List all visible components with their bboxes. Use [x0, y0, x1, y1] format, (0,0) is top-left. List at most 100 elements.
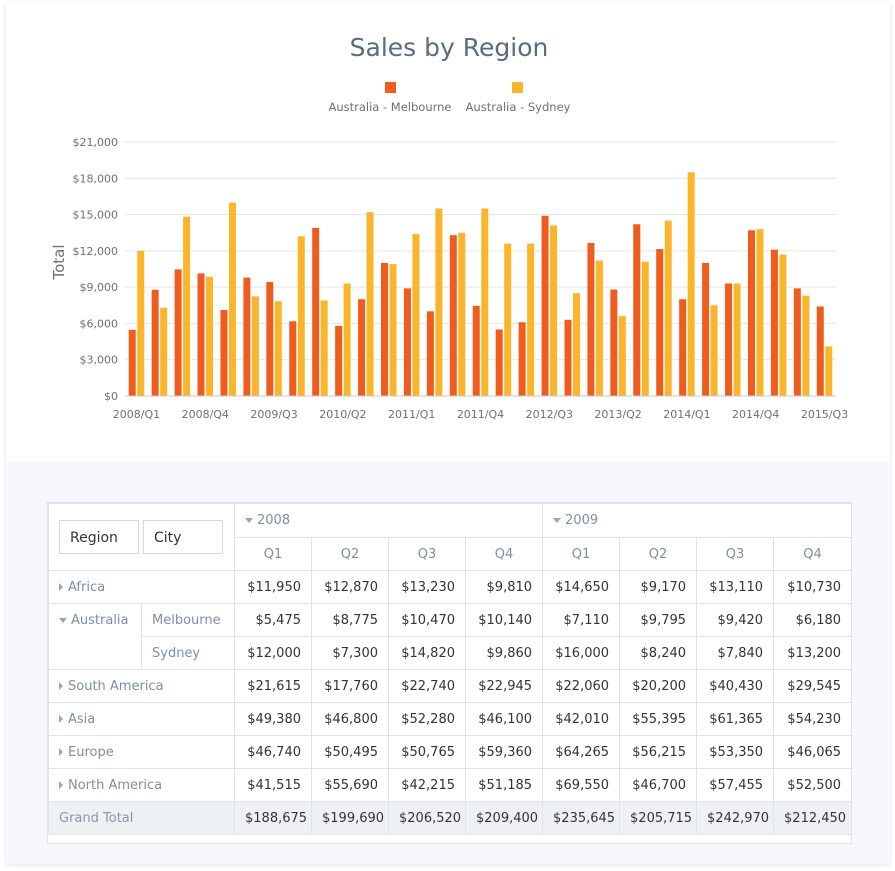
bar-melbourne[interactable] [243, 277, 251, 396]
bar-sydney[interactable] [779, 254, 787, 396]
row-header-africa[interactable]: Africa [48, 570, 235, 604]
data-cell: $49,380 [234, 702, 312, 736]
row-header-asia[interactable]: Asia [48, 702, 235, 736]
bar-melbourne[interactable] [358, 299, 366, 396]
bar-sydney[interactable] [137, 250, 145, 396]
bar-melbourne[interactable] [633, 224, 641, 396]
bar-sydney[interactable] [664, 220, 672, 396]
y-tick-label: $18,000 [73, 172, 119, 185]
bar-sydney[interactable] [297, 236, 305, 396]
bar-sydney[interactable] [481, 208, 489, 396]
bar-sydney[interactable] [527, 243, 535, 396]
data-cell: $9,810 [464, 570, 544, 604]
bar-melbourne[interactable] [266, 282, 274, 396]
quarter-header[interactable]: Q2 [311, 537, 389, 571]
row-header-south-america[interactable]: South America [48, 669, 235, 703]
bar-sydney[interactable] [572, 293, 580, 396]
bar-melbourne[interactable] [426, 311, 434, 396]
data-cell: $6,180 [773, 603, 853, 637]
bar-sydney[interactable] [687, 172, 695, 396]
bar-melbourne[interactable] [335, 325, 343, 396]
quarter-header[interactable]: Q3 [388, 537, 466, 571]
row-header-north-america[interactable]: North America [48, 768, 235, 802]
bar-sydney[interactable] [412, 233, 420, 396]
bar-melbourne[interactable] [564, 319, 572, 396]
legend-label-sydney[interactable]: Australia - Sydney [466, 100, 571, 114]
bar-sydney[interactable] [251, 296, 259, 396]
data-cell: $59,360 [464, 735, 544, 769]
bar-sydney[interactable] [550, 225, 558, 396]
data-cell: $10,140 [464, 603, 544, 637]
bar-sydney[interactable] [183, 216, 191, 396]
quarter-header[interactable]: Q3 [696, 537, 775, 571]
bar-sydney[interactable] [160, 307, 168, 396]
bar-melbourne[interactable] [518, 322, 526, 396]
bar-sydney[interactable] [802, 295, 810, 396]
column-header-2009[interactable]: 2009 [542, 503, 853, 538]
row-label: Africa [68, 579, 106, 595]
bar-melbourne[interactable] [610, 289, 618, 396]
bar-sydney[interactable] [710, 305, 718, 396]
pivot-table: Region City 2008 2009 Q1 Q2 Q3 Q4 Q1 Q2 Q… [48, 503, 853, 835]
bar-sydney[interactable] [504, 243, 512, 396]
quarter-header[interactable]: Q4 [464, 537, 544, 571]
bar-melbourne[interactable] [679, 299, 687, 396]
bar-sydney[interactable] [389, 264, 397, 396]
bar-melbourne[interactable] [449, 235, 457, 396]
bar-sydney[interactable] [343, 283, 351, 396]
field-button-region[interactable]: Region [59, 520, 139, 554]
field-button-city[interactable]: City [143, 520, 223, 554]
column-header-2008[interactable]: 2008 [233, 503, 544, 538]
bar-melbourne[interactable] [128, 329, 136, 396]
bar-sydney[interactable] [435, 208, 443, 396]
year-label: 2008 [257, 513, 291, 528]
bar-sydney[interactable] [733, 283, 741, 396]
legend-marker-sydney[interactable] [512, 82, 523, 93]
bar-sydney[interactable] [756, 229, 764, 396]
legend-label-melbourne[interactable]: Australia - Melbourne [328, 100, 451, 114]
bar-melbourne[interactable] [747, 230, 755, 396]
chart-title: Sales by Region [350, 33, 549, 62]
bar-melbourne[interactable] [381, 262, 389, 396]
bar-melbourne[interactable] [793, 288, 801, 396]
quarter-header[interactable]: Q2 [619, 537, 698, 571]
bar-melbourne[interactable] [197, 273, 205, 396]
bar-melbourne[interactable] [151, 289, 159, 396]
bar-sydney[interactable] [595, 260, 603, 396]
bar-melbourne[interactable] [495, 329, 503, 396]
bar-melbourne[interactable] [220, 310, 228, 396]
data-cell: $53,350 [696, 735, 775, 769]
bar-melbourne[interactable] [541, 215, 549, 396]
bar-sydney[interactable] [320, 300, 328, 396]
table-row: Africa $11,950 $12,870 $13,230 $9,810 $1… [48, 570, 853, 604]
bar-melbourne[interactable] [472, 305, 480, 396]
bar-sydney[interactable] [641, 261, 649, 396]
bar-sydney[interactable] [458, 232, 466, 396]
quarter-header[interactable]: Q1 [234, 537, 312, 571]
expand-icon [59, 583, 63, 591]
legend-marker-melbourne[interactable] [385, 82, 396, 93]
bar-sydney[interactable] [366, 212, 374, 396]
bar-melbourne[interactable] [312, 227, 320, 396]
bar-melbourne[interactable] [656, 249, 664, 396]
y-axis-ticks: $0 $3,000 $6,000 $9,000 $12,000 $15,000 $18,00… [73, 136, 119, 403]
bar-melbourne[interactable] [587, 243, 595, 396]
bar-melbourne[interactable] [289, 321, 297, 396]
bar-melbourne[interactable] [403, 288, 411, 396]
x-tick-label: 2011/Q4 [457, 408, 504, 421]
bar-melbourne[interactable] [725, 283, 733, 396]
row-header-australia[interactable]: Australia [48, 603, 142, 670]
expand-icon [59, 748, 63, 756]
bar-sydney[interactable] [618, 316, 626, 396]
bar-sydney[interactable] [274, 301, 282, 396]
quarter-header[interactable]: Q4 [773, 537, 853, 571]
bar-melbourne[interactable] [174, 269, 182, 396]
bar-sydney[interactable] [206, 276, 214, 396]
bar-melbourne[interactable] [816, 306, 824, 397]
quarter-header[interactable]: Q1 [542, 537, 621, 571]
bar-melbourne[interactable] [702, 262, 710, 396]
bar-melbourne[interactable] [770, 249, 778, 396]
row-header-europe[interactable]: Europe [48, 735, 235, 769]
bar-sydney[interactable] [825, 346, 833, 396]
bar-sydney[interactable] [228, 202, 236, 396]
